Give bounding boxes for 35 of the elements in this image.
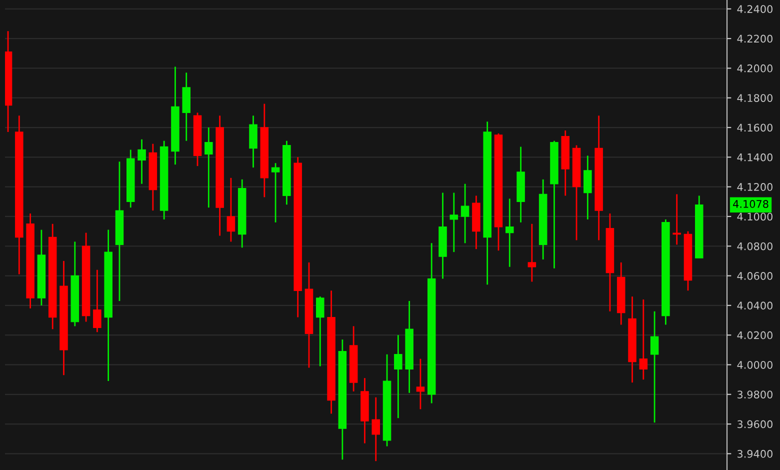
candlestick <box>450 192 458 253</box>
y-tick-label: 3.9800 <box>738 390 772 398</box>
y-tick-label: 3.9600 <box>738 420 772 428</box>
y-tick-label: 4.0400 <box>737 302 772 310</box>
candlestick <box>138 138 146 185</box>
y-tick-label: 4.1600 <box>737 124 772 132</box>
candlestick <box>650 310 659 424</box>
y-tick-label: 4.0000 <box>737 360 772 369</box>
candlestick <box>416 358 425 410</box>
y-tick-label: 3.9400 <box>738 450 772 458</box>
candlestick <box>204 126 213 208</box>
y-tick-label: 4.1000 <box>737 212 772 221</box>
y-tick-label: 4.0600 <box>737 272 772 280</box>
candlestick <box>93 269 102 333</box>
candlestick <box>505 198 514 268</box>
candlestick <box>528 223 536 282</box>
text: 4.1078 <box>733 200 768 208</box>
y-tick-label: 4.0800 <box>737 242 772 250</box>
candlestick <box>249 114 258 168</box>
candlestick <box>460 183 470 244</box>
y-tick-label: 4.2000 <box>737 64 772 72</box>
y-tick-label: 4.1800 <box>737 94 772 102</box>
y-tick-label: 4.1200 <box>737 183 772 191</box>
candlestick <box>226 177 236 242</box>
y-tick-label: 4.0200 <box>737 331 772 340</box>
y-tick-label: 4.1400 <box>737 153 772 162</box>
candlestick <box>639 298 648 380</box>
candlestick <box>394 334 402 419</box>
candlestick <box>271 162 280 224</box>
y-tick-label: 4.2400 <box>737 5 772 13</box>
candlestick <box>672 194 681 246</box>
candlestick <box>584 154 592 220</box>
candlestick <box>372 396 380 462</box>
candlestick <box>316 296 324 367</box>
y-tick-label: 4.2200 <box>737 34 772 43</box>
